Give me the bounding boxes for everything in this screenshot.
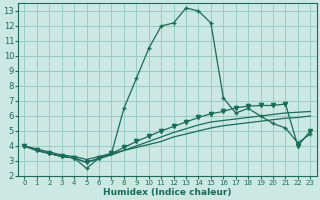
- X-axis label: Humidex (Indice chaleur): Humidex (Indice chaleur): [103, 188, 232, 197]
